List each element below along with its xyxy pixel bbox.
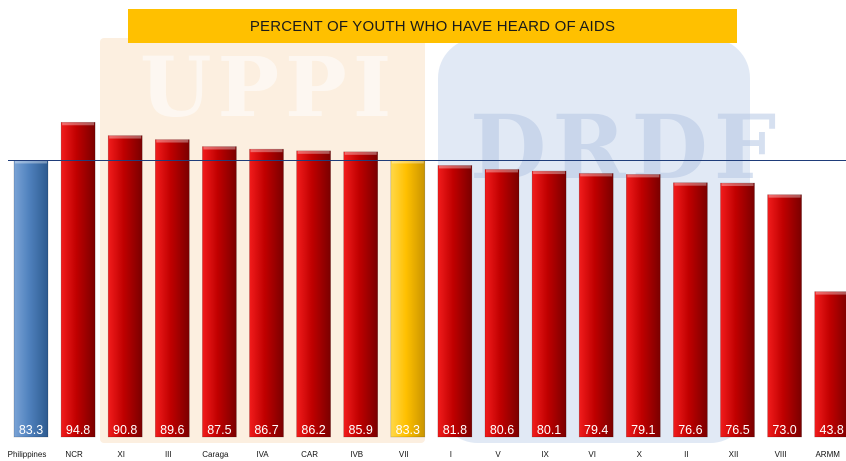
category-label: Philippines	[8, 450, 47, 459]
bar	[296, 150, 331, 438]
bar-group	[155, 139, 190, 438]
bar-top-highlight	[62, 122, 95, 126]
bar-top-highlight	[486, 169, 518, 173]
value-label: 90.8	[113, 423, 137, 437]
category-label: IVA	[256, 450, 269, 459]
bar	[814, 291, 846, 438]
bar	[155, 139, 190, 438]
category-label: ARMM	[815, 450, 840, 459]
bar-group	[578, 173, 614, 438]
category-label: II	[684, 450, 688, 459]
category-label: XI	[117, 450, 125, 459]
bar-group	[249, 148, 284, 438]
bar	[484, 169, 520, 438]
chart-title-box: PERCENT OF YOUTH WHO HAVE HEARD OF AIDS	[128, 9, 737, 43]
bar-top-highlight	[533, 171, 566, 175]
bar	[578, 173, 614, 438]
bar-group	[296, 150, 331, 438]
value-label: 80.1	[537, 423, 561, 437]
chart-title: PERCENT OF YOUTH WHO HAVE HEARD OF AIDS	[249, 17, 616, 35]
bar-group	[767, 194, 802, 438]
category-label: III	[165, 450, 172, 459]
bar-top-highlight	[156, 139, 189, 143]
bar-group	[202, 146, 237, 438]
bar	[720, 182, 755, 438]
bar-top-highlight	[109, 135, 142, 139]
category-label: I	[450, 450, 452, 459]
bar	[343, 151, 379, 438]
bar-top-highlight	[203, 146, 236, 150]
bar	[390, 160, 426, 438]
bar	[673, 182, 708, 438]
bar-group	[484, 169, 520, 438]
bar	[107, 135, 143, 438]
bar	[767, 194, 802, 438]
category-label: NCR	[65, 450, 83, 459]
bar	[625, 174, 661, 438]
bar-top-highlight	[721, 183, 754, 187]
bar-top-highlight	[438, 165, 471, 169]
value-label: 76.6	[678, 423, 702, 437]
bar-top-highlight	[815, 291, 846, 295]
value-label: 79.4	[584, 423, 608, 437]
bar-top-highlight	[391, 160, 424, 164]
bar-top-highlight	[627, 174, 660, 178]
category-label: Caraga	[202, 450, 229, 459]
bar	[202, 146, 237, 438]
bar-top-highlight	[297, 150, 330, 154]
bar-group	[107, 135, 143, 438]
value-label: 94.8	[66, 423, 90, 437]
category-label: IX	[541, 450, 549, 459]
bar-group	[343, 151, 379, 438]
bar-top-highlight	[674, 182, 707, 186]
category-label: VI	[588, 450, 596, 459]
category-label: V	[495, 450, 501, 459]
value-label: 83.3	[396, 423, 420, 437]
value-label: 43.8	[820, 423, 844, 437]
bar	[13, 160, 49, 438]
value-label: 87.5	[207, 423, 231, 437]
bar-group	[390, 160, 426, 438]
category-label: XII	[729, 450, 739, 459]
bar-group	[60, 121, 96, 438]
category-label: VII	[399, 450, 409, 459]
category-label: X	[637, 450, 643, 459]
value-label: 76.5	[725, 423, 749, 437]
value-label: 83.3	[19, 423, 43, 437]
value-label: 73.0	[772, 423, 796, 437]
bar	[60, 121, 96, 438]
bar-group	[437, 165, 473, 438]
value-label: 79.1	[631, 423, 655, 437]
bar-group	[531, 170, 567, 438]
category-label: IVB	[350, 450, 363, 459]
bar	[249, 148, 284, 438]
bar	[437, 165, 473, 438]
bar-top-highlight	[768, 194, 801, 198]
value-label: 89.6	[160, 423, 184, 437]
value-label: 81.8	[443, 423, 467, 437]
bar	[531, 170, 567, 438]
value-label: 86.7	[254, 423, 278, 437]
bar-group	[814, 291, 846, 438]
category-label: CAR	[301, 450, 318, 459]
bar-group	[720, 182, 755, 438]
bar-top-highlight	[15, 160, 47, 164]
bar-top-highlight	[250, 149, 283, 153]
bar-group	[625, 174, 661, 438]
value-label: 86.2	[301, 423, 325, 437]
bar-group	[13, 160, 49, 438]
bar-top-highlight	[580, 173, 613, 177]
category-label: VIII	[775, 450, 787, 459]
bar-top-highlight	[344, 151, 377, 155]
value-label: 85.9	[349, 423, 373, 437]
bar-group	[673, 182, 708, 438]
value-label: 80.6	[490, 423, 514, 437]
